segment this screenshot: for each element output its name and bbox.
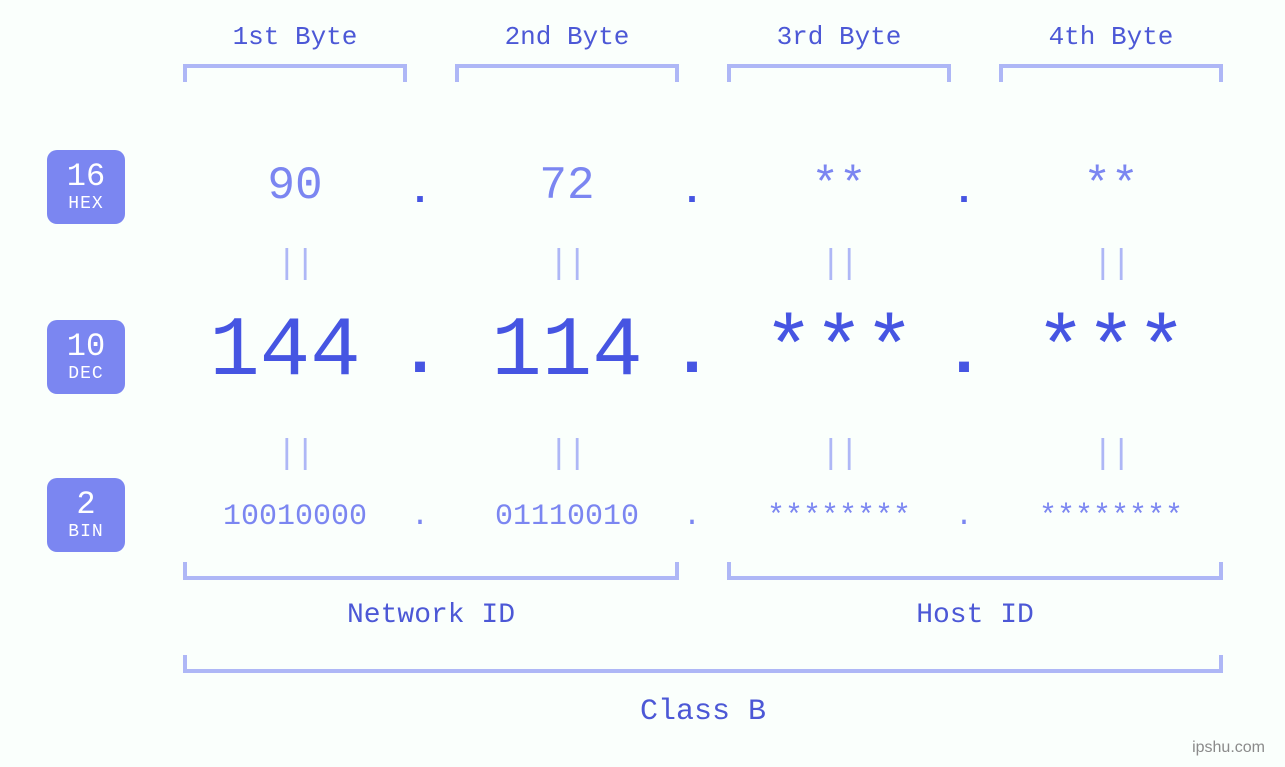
dec-byte-3: *** xyxy=(709,305,969,400)
dec-dot-2: . xyxy=(667,315,717,394)
top-bracket-4 xyxy=(999,64,1223,82)
dec-dot-3: . xyxy=(939,315,989,394)
badge-bin: 2 BIN xyxy=(47,478,125,552)
badge-dec: 10 DEC xyxy=(47,320,125,394)
bin-byte-4: ******** xyxy=(996,500,1226,534)
eq-2-1: || xyxy=(180,436,410,474)
bin-byte-2: 01110010 xyxy=(452,500,682,534)
badge-dec-txt: DEC xyxy=(68,365,103,383)
class-label: Class B xyxy=(180,695,1226,729)
hex-dot-2: . xyxy=(672,170,712,215)
hex-byte-3: ** xyxy=(724,160,954,212)
watermark: ipshu.com xyxy=(1192,739,1265,757)
eq-1-1: || xyxy=(180,246,410,284)
badge-dec-num: 10 xyxy=(67,331,105,363)
network-id-label: Network ID xyxy=(180,600,682,631)
badge-hex-txt: HEX xyxy=(68,195,103,213)
eq-1-3: || xyxy=(724,246,954,284)
badge-hex: 16 HEX xyxy=(47,150,125,224)
byte-label-3: 3rd Byte xyxy=(724,22,954,52)
hex-byte-1: 90 xyxy=(180,160,410,212)
bin-byte-1: 10010000 xyxy=(180,500,410,534)
top-bracket-3 xyxy=(727,64,951,82)
eq-2-2: || xyxy=(452,436,682,474)
badge-bin-txt: BIN xyxy=(68,523,103,541)
dec-byte-1: 144 xyxy=(155,305,415,400)
hex-byte-4: ** xyxy=(996,160,1226,212)
dec-dot-1: . xyxy=(395,315,445,394)
eq-2-3: || xyxy=(724,436,954,474)
hex-dot-1: . xyxy=(400,170,440,215)
top-bracket-2 xyxy=(455,64,679,82)
bin-dot-1: . xyxy=(405,500,435,534)
bin-byte-3: ******** xyxy=(724,500,954,534)
diagram-root: 1st Byte 2nd Byte 3rd Byte 4th Byte 16 H… xyxy=(0,0,1285,767)
top-bracket-1 xyxy=(183,64,407,82)
bin-dot-2: . xyxy=(677,500,707,534)
hex-dot-3: . xyxy=(944,170,984,215)
host-id-label: Host ID xyxy=(724,600,1226,631)
byte-label-1: 1st Byte xyxy=(180,22,410,52)
badge-bin-num: 2 xyxy=(76,489,95,521)
badge-hex-num: 16 xyxy=(67,161,105,193)
network-bracket xyxy=(183,562,679,580)
hex-byte-2: 72 xyxy=(452,160,682,212)
bin-dot-3: . xyxy=(949,500,979,534)
dec-byte-4: *** xyxy=(981,305,1241,400)
eq-2-4: || xyxy=(996,436,1226,474)
eq-1-2: || xyxy=(452,246,682,284)
byte-label-2: 2nd Byte xyxy=(452,22,682,52)
eq-1-4: || xyxy=(996,246,1226,284)
class-bracket xyxy=(183,655,1223,673)
byte-label-4: 4th Byte xyxy=(996,22,1226,52)
host-bracket xyxy=(727,562,1223,580)
dec-byte-2: 114 xyxy=(437,305,697,400)
